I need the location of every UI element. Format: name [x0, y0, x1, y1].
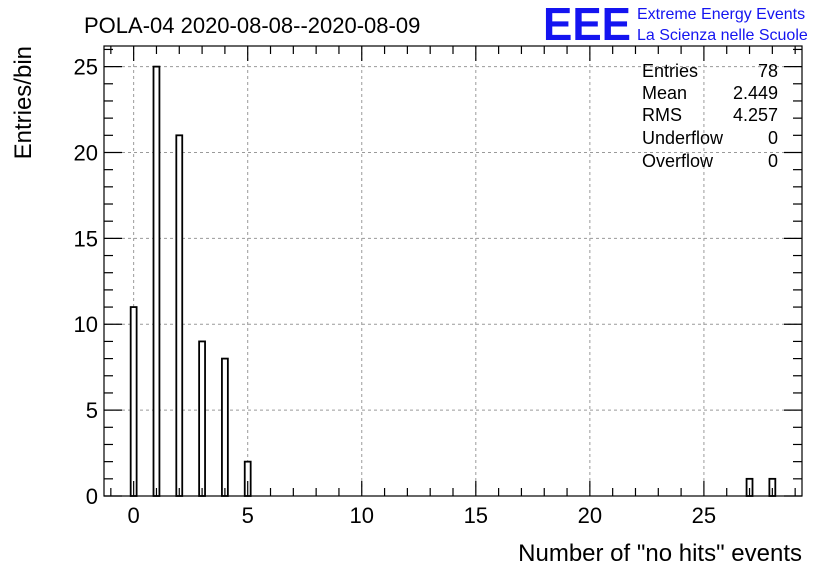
- y-tick-label-10: 10: [74, 312, 98, 337]
- stat-overflow-value: 0: [768, 151, 778, 171]
- x-tick-label-0: 0: [128, 503, 140, 528]
- x-axis-label: Number of "no hits" events: [518, 540, 802, 567]
- histogram-bar-1: [152, 65, 161, 497]
- x-tick-label-10: 10: [350, 503, 374, 528]
- stat-mean-label: Mean: [642, 83, 687, 103]
- stat-underflow-label: Underflow: [642, 128, 724, 148]
- axis-ticks: [104, 46, 802, 497]
- histogram-bar-2: [175, 134, 184, 497]
- x-tick-label-20: 20: [578, 503, 602, 528]
- x-tick-label-15: 15: [464, 503, 488, 528]
- chart-title: POLA-04 2020-08-08--2020-08-09: [84, 13, 420, 38]
- y-tick-label-0: 0: [86, 484, 98, 509]
- stats-box: Entries 78 Mean 2.449 RMS 4.257 Underflo…: [642, 61, 778, 171]
- histogram-bar-0: [129, 306, 138, 497]
- x-tick-label-25: 25: [692, 503, 716, 528]
- histogram-bar-4: [221, 357, 229, 497]
- y-tick-label-20: 20: [74, 140, 98, 165]
- stat-underflow-value: 0: [768, 128, 778, 148]
- y-tick-label-15: 15: [74, 226, 98, 251]
- x-tick-label-5: 5: [242, 503, 254, 528]
- stat-mean-value: 2.449: [733, 83, 778, 103]
- plot-frame: [103, 45, 803, 497]
- stat-overflow-label: Overflow: [642, 151, 714, 171]
- logo-line-1: Extreme Energy Events: [637, 6, 805, 23]
- logo-line-2: La Scienza nelle Scuole: [637, 27, 808, 44]
- histogram-bar-3: [198, 340, 206, 497]
- y-tick-label-5: 5: [86, 398, 98, 423]
- stat-entries-value: 78: [758, 61, 778, 81]
- grid: [104, 46, 802, 496]
- tick-labels: 0 5 10 15 20 25 0 5 10 15 20 25: [74, 55, 717, 528]
- y-axis-label: Entries/bin: [10, 46, 37, 159]
- stat-rms-value: 4.257: [733, 105, 778, 125]
- stat-rms-label: RMS: [642, 105, 682, 125]
- stat-entries-label: Entries: [642, 61, 698, 81]
- y-tick-label-25: 25: [74, 55, 98, 80]
- logo-mark: EEE: [543, 0, 631, 50]
- eee-logo: EEE Extreme Energy Events La Scienza nel…: [543, 0, 808, 50]
